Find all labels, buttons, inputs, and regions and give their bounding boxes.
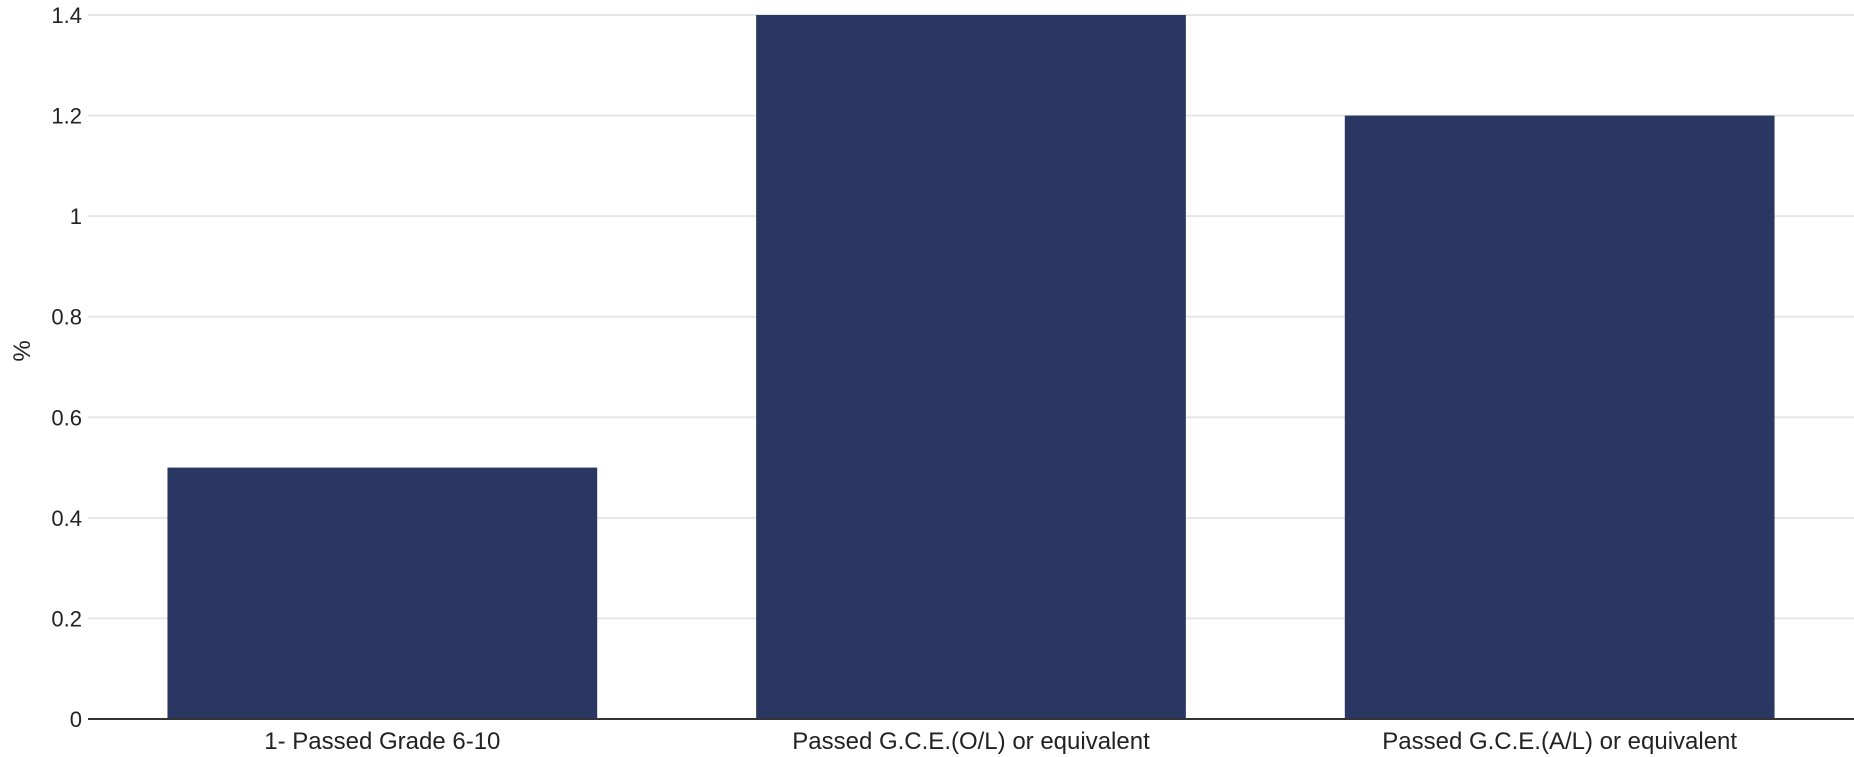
y-tick-label: 1.4	[51, 3, 82, 28]
bar	[1344, 115, 1775, 720]
y-tick-label: 1	[70, 204, 82, 229]
x-category-label: Passed G.C.E.(A/L) or equivalent	[1382, 728, 1737, 755]
bar	[756, 15, 1186, 719]
y-tick-label: 0	[70, 707, 82, 732]
x-category-label: Passed G.C.E.(O/L) or equivalent	[792, 728, 1150, 755]
x-category-label: 1- Passed Grade 6-10	[264, 728, 500, 755]
y-axis-title: %	[9, 340, 36, 361]
y-tick-label: 0.8	[51, 305, 82, 330]
y-axis-ticks: 0 0.2 0.4 0.6 0.8 1 1.2 1.4	[51, 3, 82, 732]
bar	[167, 467, 598, 719]
y-tick-label: 0.6	[51, 405, 82, 430]
y-tick-label: 0.2	[51, 606, 82, 631]
x-axis-labels: 1- Passed Grade 6-10 Passed G.C.E.(O/L) o…	[264, 728, 1737, 755]
bars	[167, 15, 1775, 720]
y-tick-label: 0.4	[51, 506, 82, 531]
y-tick-label: 1.2	[51, 104, 82, 129]
